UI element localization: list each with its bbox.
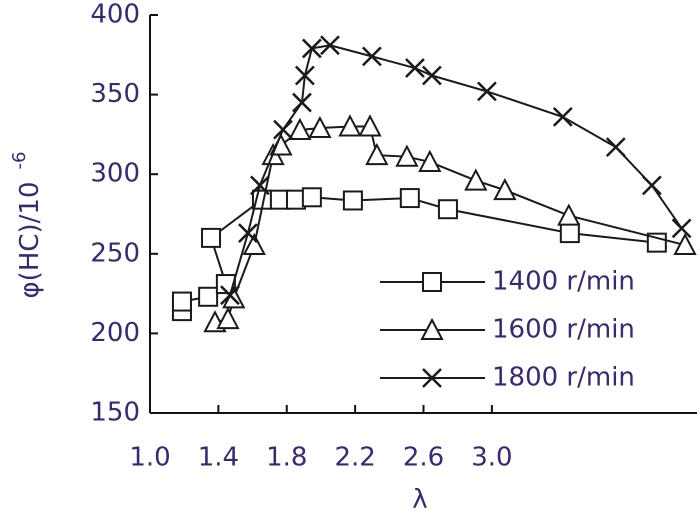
x-tick-label: 2.6 — [403, 443, 444, 473]
x-tick-label: 1.4 — [198, 443, 239, 473]
marker — [320, 35, 340, 56]
marker — [242, 232, 266, 256]
marker — [552, 107, 573, 127]
marker — [338, 114, 362, 137]
marker — [673, 232, 697, 256]
marker — [559, 223, 580, 244]
marker — [358, 114, 382, 137]
x-axis-label: λ — [412, 485, 427, 515]
marker — [238, 223, 258, 243]
legend-label: 1400 r/min — [492, 267, 635, 297]
y-axis-label-main: φ(HC)/10 — [15, 181, 45, 298]
marker — [464, 168, 488, 191]
x-tick-label: 3.0 — [471, 443, 512, 473]
legend-marker — [422, 272, 442, 292]
marker — [361, 46, 382, 67]
x-tick-label: 2.2 — [334, 443, 375, 473]
marker — [641, 175, 662, 196]
marker — [399, 188, 420, 209]
marker — [671, 218, 692, 239]
marker — [365, 142, 389, 166]
marker — [171, 291, 192, 312]
y-tick-label: 400 — [90, 0, 140, 30]
marker — [301, 38, 322, 59]
marker — [301, 187, 322, 208]
marker — [342, 190, 363, 211]
marker — [308, 115, 332, 139]
marker — [250, 175, 270, 196]
marker — [421, 65, 442, 86]
marker — [605, 137, 626, 158]
marker — [216, 306, 240, 330]
y-tick-label: 200 — [90, 318, 140, 348]
legend-marker — [422, 368, 442, 388]
marker — [215, 274, 236, 295]
x-tick-label: 1.0 — [129, 443, 170, 473]
marker — [220, 285, 240, 306]
y-tick-label: 300 — [90, 159, 140, 189]
marker — [437, 199, 458, 220]
marker — [198, 286, 219, 307]
series-line — [229, 44, 683, 296]
marker — [405, 58, 425, 78]
y-axis-label-sup: -6 — [9, 152, 30, 170]
legend-label: 1600 r/min — [492, 315, 635, 345]
y-tick-label: 250 — [90, 238, 140, 268]
y-tick-label: 350 — [90, 79, 140, 109]
legend-marker — [420, 317, 444, 340]
y-tick-label: 150 — [90, 398, 140, 428]
marker — [477, 81, 497, 102]
marker — [273, 119, 293, 140]
marker — [294, 65, 315, 86]
marker — [201, 227, 222, 248]
x-tick-label: 1.8 — [266, 443, 307, 473]
marker — [395, 144, 419, 167]
marker — [493, 177, 517, 201]
marker — [557, 203, 581, 226]
marker — [418, 149, 442, 172]
y-axis-label: φ(HC)/10 -6 — [9, 152, 45, 299]
marker — [292, 92, 312, 113]
legend-label: 1800 r/min — [492, 363, 635, 393]
marker — [288, 117, 312, 140]
